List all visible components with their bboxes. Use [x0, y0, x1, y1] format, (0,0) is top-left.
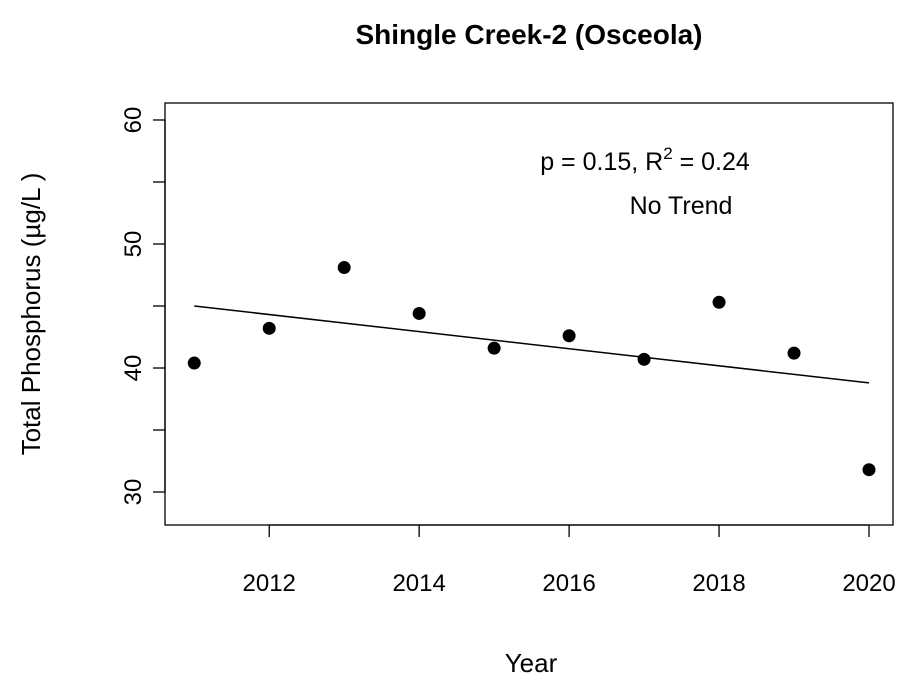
x-tick-label: 2020 — [842, 570, 895, 597]
annotation-stats: p = 0.15, R2 = 0.24 — [540, 144, 750, 176]
x-axis-label: Year — [505, 648, 558, 678]
annotation-text: = 0.24 — [673, 148, 750, 176]
plot-box — [164, 102, 894, 526]
y-tick-label: 40 — [120, 355, 147, 382]
x-tick-label: 2016 — [542, 570, 595, 597]
annotation-text: p = 0.15, R — [540, 148, 663, 176]
data-point — [787, 346, 801, 360]
data-point — [262, 321, 276, 335]
data-point — [187, 356, 201, 370]
data-point — [712, 295, 726, 309]
y-tick-label: 60 — [120, 107, 147, 134]
trend-line — [194, 305, 870, 384]
annotation-trend: No Trend — [630, 192, 733, 220]
x-tick-label: 2012 — [243, 570, 296, 597]
x-tick-label: 2014 — [392, 570, 445, 597]
x-tick-label: 2018 — [692, 570, 745, 597]
data-point — [412, 306, 426, 320]
annotation-superscript: 2 — [663, 144, 672, 163]
data-point — [562, 329, 576, 343]
chart-title: Shingle Creek-2 (Osceola) — [355, 19, 702, 50]
y-tick-label: 50 — [120, 231, 147, 258]
y-axis-label: Total Phosphorus (µg/L ) — [16, 173, 46, 456]
data-point — [862, 463, 876, 477]
y-tick-label: 30 — [120, 479, 147, 506]
data-point — [637, 352, 651, 366]
data-point — [337, 261, 351, 275]
data-point — [487, 341, 501, 355]
